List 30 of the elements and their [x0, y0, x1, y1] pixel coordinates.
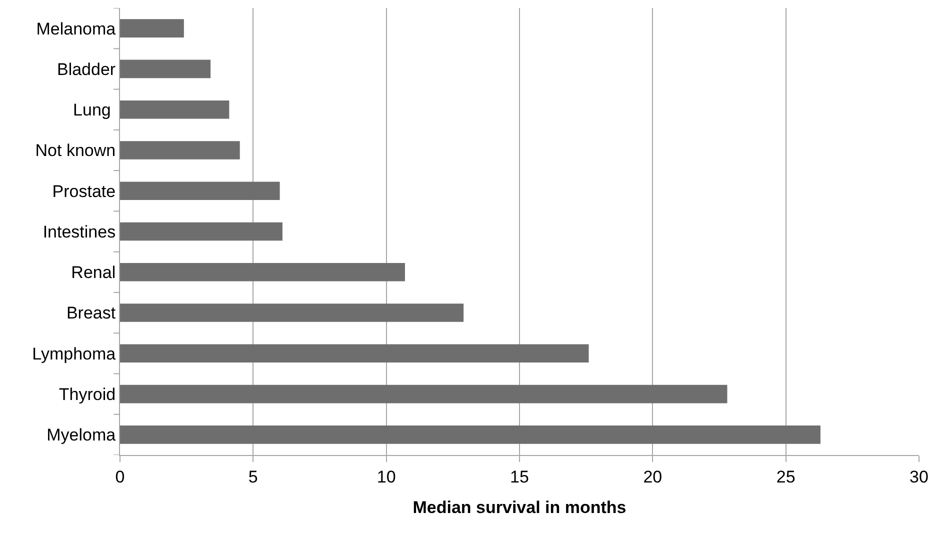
x-tick-label: 10: [376, 467, 396, 486]
x-tick-label: 5: [248, 467, 258, 486]
bar: [120, 19, 184, 38]
bar: [120, 100, 230, 119]
x-tick-label: 15: [510, 467, 529, 486]
y-tick-label: Not known: [35, 141, 116, 160]
y-tick-label: Renal: [71, 263, 116, 282]
y-tick-label: Intestines: [42, 222, 116, 242]
y-tick-label: Lung: [73, 100, 116, 120]
y-tick-label: Bladder: [56, 60, 116, 79]
bar: [120, 222, 282, 241]
x-tick-label: 25: [776, 467, 796, 486]
y-tick-label: Myeloma: [46, 426, 116, 445]
bar: [120, 182, 280, 200]
bar: [120, 262, 405, 282]
x-tick-label: 20: [643, 467, 662, 486]
x-tick-label: 30: [910, 467, 928, 486]
bar: [120, 426, 820, 444]
y-tick-label: Thyroid: [58, 385, 116, 404]
y-tick-label: Breast: [66, 304, 116, 323]
bar: [120, 60, 211, 78]
y-tick-label: Melanoma: [36, 19, 116, 38]
y-tick-label: Prostate: [52, 182, 116, 201]
bar: [120, 141, 240, 160]
x-tick-label: 0: [115, 467, 125, 486]
bar: [120, 344, 589, 363]
y-tick-label: Lymphoma: [32, 344, 116, 364]
bar: [120, 384, 728, 404]
bar: [120, 304, 464, 322]
x-axis-title: Median survival in months: [412, 498, 626, 517]
